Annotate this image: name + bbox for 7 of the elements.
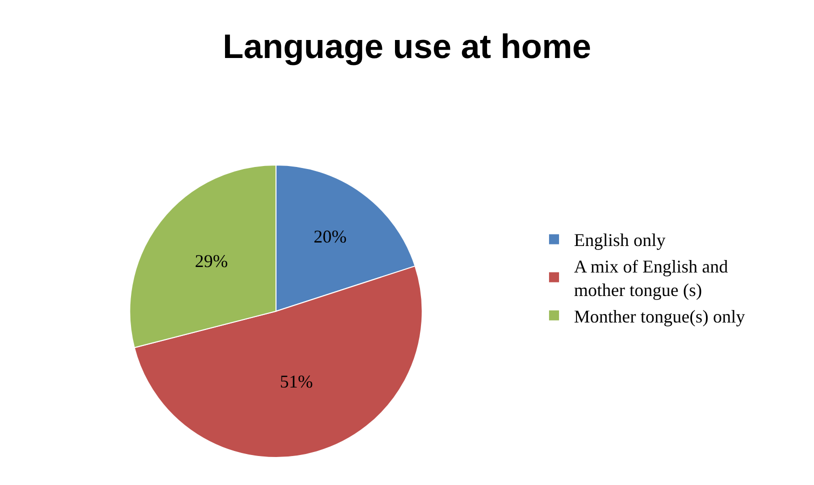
data-label: 20% — [314, 226, 347, 247]
chart-title: Language use at home — [222, 28, 592, 66]
data-label: 29% — [194, 251, 228, 272]
legend-label: A mix of English and mother tongue (s) — [574, 256, 728, 300]
legend-label: Monther tongue(s) only — [574, 306, 746, 326]
legend-label: English only — [574, 230, 666, 250]
data-label: 51% — [280, 371, 313, 392]
